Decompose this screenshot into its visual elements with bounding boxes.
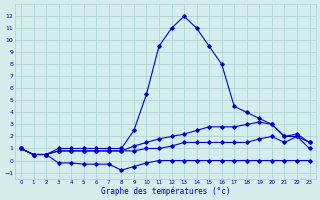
X-axis label: Graphe des températures (°c): Graphe des températures (°c) <box>100 186 230 196</box>
